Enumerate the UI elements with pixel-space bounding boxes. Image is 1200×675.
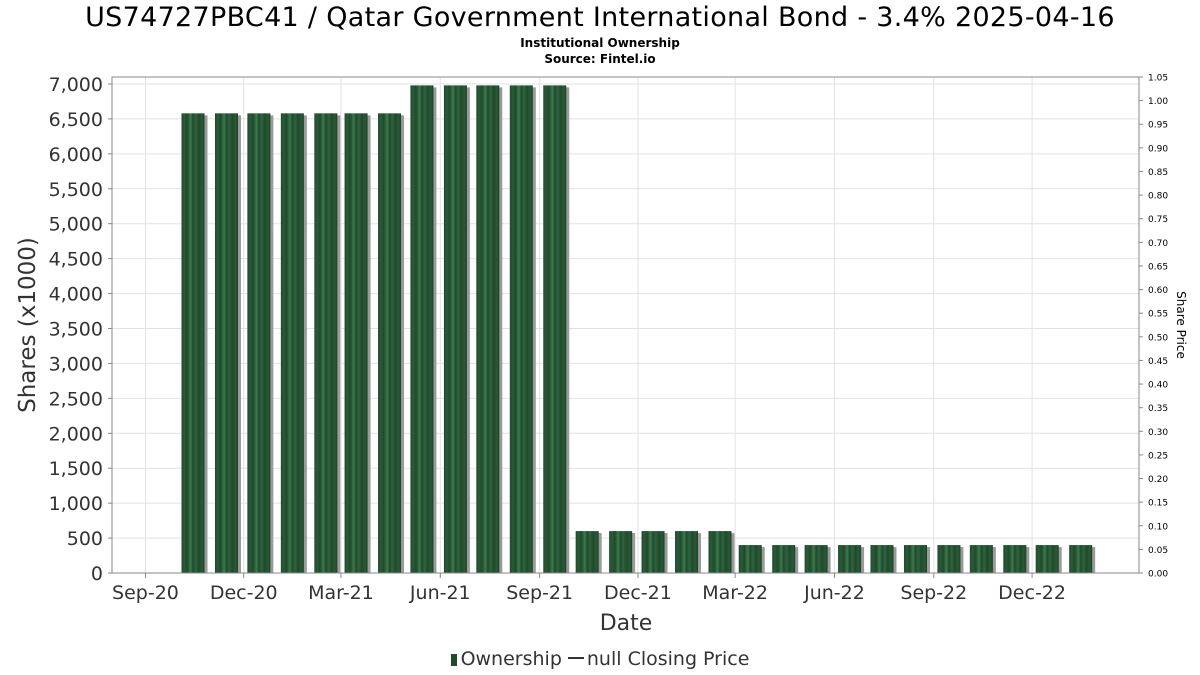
- ownership-bar: [903, 545, 927, 573]
- y-tick-label: 4,500: [49, 249, 103, 271]
- ownership-bar: [969, 545, 993, 573]
- x-axis: Sep-20 Dec-20 Mar-21 Jun-21 Sep-21 Dec-21 Mar-…: [112, 573, 1066, 604]
- ownership-bar: [509, 85, 533, 574]
- legend-ownership: Ownership: [460, 648, 562, 670]
- ownership-chart: 0 500 1,000 1,500 2,000 2,500 3,000 3,500 4,000 4…: [15, 74, 1188, 637]
- ownership-bar: [443, 85, 467, 574]
- y-axis-label: Shares (x1000): [15, 237, 41, 413]
- y2-tick-label: 0.75: [1148, 215, 1168, 225]
- ownership-bar: [772, 545, 796, 573]
- ownership-bar: [214, 113, 238, 574]
- y2-tick-label: 0.95: [1148, 121, 1168, 131]
- y2-tick-label: 0.15: [1148, 499, 1168, 509]
- y2-tick-label: 0.40: [1148, 381, 1168, 391]
- y2-tick-label: 0.35: [1148, 404, 1168, 414]
- y-tick-label: 500: [67, 528, 103, 550]
- plot-frame: [111, 76, 1140, 574]
- ownership-bar: [575, 531, 599, 573]
- ownership-bar: [344, 113, 368, 574]
- y2-tick-label: 0.10: [1148, 522, 1168, 532]
- y2-tick-label: 0.45: [1148, 357, 1168, 367]
- x-tick-label: Mar-22: [702, 582, 768, 604]
- legend-closing-price: null Closing Price: [586, 648, 750, 670]
- y2-tick-label: 1.00: [1148, 97, 1168, 107]
- y2-axis: 0.00 0.05 0.10 0.15 0.20 0.25 0.30 0.35 0.40 0.45…: [1139, 74, 1168, 580]
- ownership-bar: [378, 113, 402, 574]
- x-axis-label: Date: [600, 611, 653, 636]
- x-tick-label: Dec-20: [210, 582, 278, 604]
- ownership-bar: [708, 531, 732, 573]
- y-tick-label: 3,500: [49, 318, 103, 340]
- ownership-bar: [937, 545, 961, 573]
- x-tick-label: Sep-21: [506, 582, 573, 604]
- y-tick-label: 4,000: [49, 284, 103, 306]
- ownership-bar: [280, 113, 304, 574]
- y2-axis-label: Share Price: [1174, 291, 1188, 359]
- y-tick-label: 6,000: [49, 144, 103, 166]
- y2-tick-label: 0.85: [1148, 168, 1168, 178]
- y-tick-label: 2,000: [49, 423, 103, 445]
- y-tick-label: 2,500: [49, 388, 103, 410]
- y-tick-label: 5,500: [49, 179, 103, 201]
- x-tick-label: Dec-22: [998, 582, 1066, 604]
- y2-tick-label: 0.50: [1148, 333, 1168, 343]
- y-tick-label: 0: [91, 563, 103, 585]
- ownership-bar: [1069, 545, 1093, 573]
- chart-source: Source: Fintel.io: [544, 52, 656, 66]
- ownership-bar: [543, 85, 567, 574]
- ownership-bar: [410, 85, 434, 574]
- ownership-bar: [181, 113, 205, 574]
- y-tick-label: 1,500: [49, 458, 103, 480]
- ownership-bar: [247, 113, 271, 574]
- y-axis: 0 500 1,000 1,500 2,000 2,500 3,000 3,500 4,000 4…: [49, 74, 112, 585]
- y2-tick-label: 0.90: [1148, 144, 1168, 154]
- chart-subtitle: Institutional Ownership: [520, 36, 680, 50]
- ownership-bar: [314, 113, 338, 574]
- chart-title: US74727PBC41 / Qatar Government Internat…: [85, 2, 1115, 33]
- ownership-bar: [609, 531, 633, 573]
- y-tick-label: 7,000: [49, 74, 103, 96]
- closing-price-legend-line: [567, 657, 584, 659]
- y2-tick-label: 0.80: [1148, 192, 1168, 202]
- y2-tick-label: 0.00: [1148, 570, 1168, 580]
- y2-tick-label: 0.70: [1148, 239, 1168, 249]
- x-tick-label: Jun-22: [803, 582, 865, 604]
- ownership-bar: [641, 531, 665, 573]
- y2-tick-label: 1.05: [1148, 74, 1168, 84]
- bar-series: [181, 85, 1096, 574]
- y2-tick-label: 0.20: [1148, 475, 1168, 485]
- y2-tick-label: 0.65: [1148, 262, 1168, 272]
- y-tick-label: 6,500: [49, 109, 103, 131]
- ownership-legend-swatch: [450, 654, 457, 666]
- y2-tick-label: 0.55: [1148, 310, 1168, 320]
- ownership-bar: [804, 545, 828, 573]
- x-tick-label: Sep-22: [900, 582, 967, 604]
- ownership-bar: [738, 545, 762, 573]
- ownership-bar: [1003, 545, 1027, 573]
- y-tick-label: 5,000: [49, 214, 103, 236]
- x-tick-label: Mar-21: [308, 582, 374, 604]
- y-tick-label: 1,000: [49, 493, 103, 515]
- y2-tick-label: 0.30: [1148, 428, 1168, 438]
- ownership-bar: [675, 531, 699, 573]
- x-tick-label: Sep-20: [112, 582, 179, 604]
- y-tick-label: 3,000: [49, 353, 103, 375]
- ownership-bar: [1035, 545, 1059, 573]
- legend: Ownership null Closing Price: [0, 647, 1200, 671]
- x-tick-label: Dec-21: [604, 582, 672, 604]
- ownership-bar: [838, 545, 862, 573]
- ownership-bar: [870, 545, 894, 573]
- y2-tick-label: 0.05: [1148, 546, 1168, 556]
- y2-tick-label: 0.60: [1148, 286, 1168, 296]
- y2-tick-label: 0.25: [1148, 451, 1168, 461]
- ownership-bar: [476, 85, 500, 574]
- x-tick-label: Jun-21: [409, 582, 471, 604]
